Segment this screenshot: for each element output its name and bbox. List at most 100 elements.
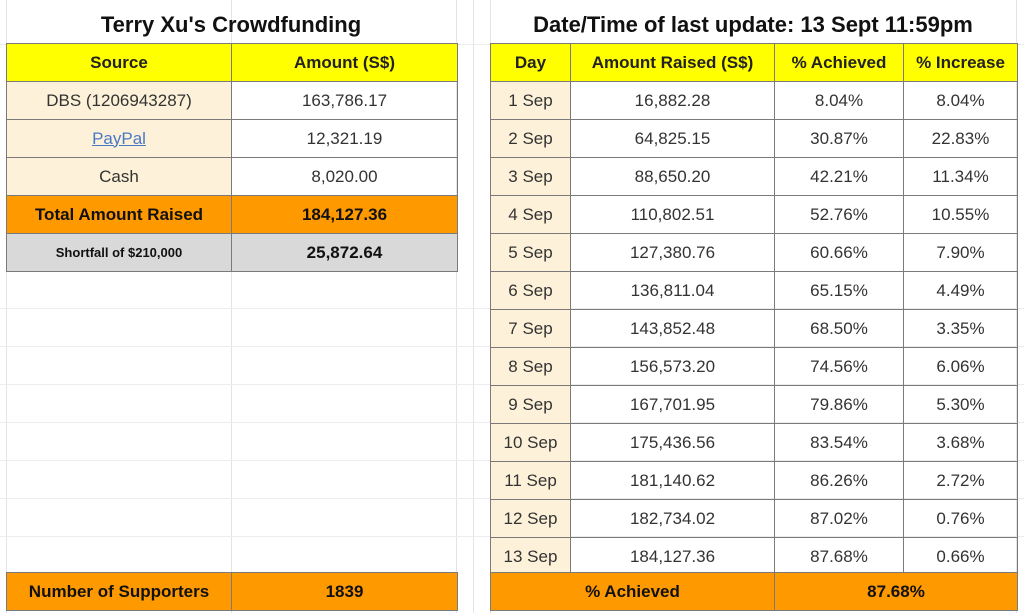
increase-cell[interactable]: 6.06% [903, 347, 1018, 386]
achieved-footer-label[interactable]: % Achieved [490, 572, 775, 611]
right-title: Date/Time of last update: 13 Sept 11:59p… [533, 12, 973, 37]
daily-row: 11 Sep 181,140.62 86.26% 2.72% [490, 461, 1018, 500]
source-cell-dbs[interactable]: DBS (1206943287) [6, 81, 232, 120]
increase-cell[interactable]: 8.04% [903, 81, 1018, 120]
amount-raised-cell[interactable]: 136,811.04 [570, 271, 775, 310]
day-cell[interactable]: 2 Sep [490, 119, 571, 158]
amount-raised-cell[interactable]: 143,852.48 [570, 309, 775, 348]
amount-cell-cash[interactable]: 8,020.00 [231, 157, 458, 196]
daily-row: 6 Sep 136,811.04 65.15% 4.49% [490, 271, 1018, 310]
amount-raised-cell[interactable]: 167,701.95 [570, 385, 775, 424]
daily-row: 7 Sep 143,852.48 68.50% 3.35% [490, 309, 1018, 348]
shortfall-label[interactable]: Shortfall of $210,000 [6, 233, 232, 272]
daily-header-row: Day Amount Raised (S$) % Achieved % Incr… [490, 43, 1018, 82]
daily-row: 10 Sep 175,436.56 83.54% 3.68% [490, 423, 1018, 462]
achieved-cell[interactable]: 68.50% [774, 309, 904, 348]
amount-raised-cell[interactable]: 16,882.28 [570, 81, 775, 120]
amount-cell-dbs[interactable]: 163,786.17 [231, 81, 458, 120]
increase-cell[interactable]: 0.76% [903, 499, 1018, 538]
supporters-table: Number of Supporters 1839 [6, 572, 458, 611]
day-cell[interactable]: 6 Sep [490, 271, 571, 310]
day-cell[interactable]: 10 Sep [490, 423, 571, 462]
achieved-footer-table: % Achieved 87.68% [490, 572, 1018, 611]
increase-header[interactable]: % Increase [903, 43, 1018, 82]
increase-cell[interactable]: 3.35% [903, 309, 1018, 348]
achieved-footer-value[interactable]: 87.68% [774, 572, 1018, 611]
increase-cell[interactable]: 22.83% [903, 119, 1018, 158]
daily-row: 3 Sep 88,650.20 42.21% 11.34% [490, 157, 1018, 196]
achieved-cell[interactable]: 87.02% [774, 499, 904, 538]
day-cell[interactable]: 9 Sep [490, 385, 571, 424]
daily-row: 5 Sep 127,380.76 60.66% 7.90% [490, 233, 1018, 272]
daily-row: 1 Sep 16,882.28 8.04% 8.04% [490, 81, 1018, 120]
achieved-cell[interactable]: 79.86% [774, 385, 904, 424]
achieved-header[interactable]: % Achieved [774, 43, 904, 82]
achieved-cell[interactable]: 30.87% [774, 119, 904, 158]
source-row: PayPal 12,321.19 [6, 119, 458, 158]
day-header[interactable]: Day [490, 43, 571, 82]
daily-row: 13 Sep 184,127.36 87.68% 0.66% [490, 537, 1018, 576]
daily-row: 2 Sep 64,825.15 30.87% 22.83% [490, 119, 1018, 158]
achieved-cell[interactable]: 87.68% [774, 537, 904, 576]
total-row: Total Amount Raised 184,127.36 [6, 195, 458, 234]
daily-row: 12 Sep 182,734.02 87.02% 0.76% [490, 499, 1018, 538]
day-cell[interactable]: 12 Sep [490, 499, 571, 538]
source-row: Cash 8,020.00 [6, 157, 458, 196]
amount-raised-cell[interactable]: 110,802.51 [570, 195, 775, 234]
daily-row: 9 Sep 167,701.95 79.86% 5.30% [490, 385, 1018, 424]
achieved-cell[interactable]: 52.76% [774, 195, 904, 234]
amount-raised-cell[interactable]: 175,436.56 [570, 423, 775, 462]
source-cell-paypal[interactable]: PayPal [6, 119, 232, 158]
increase-cell[interactable]: 11.34% [903, 157, 1018, 196]
day-cell[interactable]: 5 Sep [490, 233, 571, 272]
increase-cell[interactable]: 2.72% [903, 461, 1018, 500]
supporters-row: Number of Supporters 1839 [6, 572, 458, 611]
achieved-cell[interactable]: 65.15% [774, 271, 904, 310]
daily-rows: 1 Sep 16,882.28 8.04% 8.04% 2 Sep 64,825.15 30… [490, 81, 1018, 576]
total-amount[interactable]: 184,127.36 [231, 195, 458, 234]
amount-raised-cell[interactable]: 127,380.76 [570, 233, 775, 272]
day-cell[interactable]: 1 Sep [490, 81, 571, 120]
supporters-value[interactable]: 1839 [231, 572, 458, 611]
day-cell[interactable]: 7 Sep [490, 309, 571, 348]
achieved-cell[interactable]: 74.56% [774, 347, 904, 386]
achieved-cell[interactable]: 8.04% [774, 81, 904, 120]
increase-cell[interactable]: 7.90% [903, 233, 1018, 272]
supporters-label[interactable]: Number of Supporters [6, 572, 232, 611]
total-label[interactable]: Total Amount Raised [6, 195, 232, 234]
achieved-cell[interactable]: 86.26% [774, 461, 904, 500]
shortfall-amount[interactable]: 25,872.64 [231, 233, 458, 272]
amount-raised-cell[interactable]: 181,140.62 [570, 461, 775, 500]
day-cell[interactable]: 3 Sep [490, 157, 571, 196]
achieved-cell[interactable]: 42.21% [774, 157, 904, 196]
shortfall-row: Shortfall of $210,000 25,872.64 [6, 233, 458, 272]
day-cell[interactable]: 4 Sep [490, 195, 571, 234]
increase-cell[interactable]: 3.68% [903, 423, 1018, 462]
amount-raised-cell[interactable]: 156,573.20 [570, 347, 775, 386]
amount-raised-header[interactable]: Amount Raised (S$) [570, 43, 775, 82]
increase-cell[interactable]: 4.49% [903, 271, 1018, 310]
daily-row: 8 Sep 156,573.20 74.56% 6.06% [490, 347, 1018, 386]
amount-header[interactable]: Amount (S$) [231, 43, 458, 82]
paypal-link[interactable]: PayPal [92, 128, 146, 148]
left-title: Terry Xu's Crowdfunding [100, 12, 362, 37]
increase-cell[interactable]: 5.30% [903, 385, 1018, 424]
increase-cell[interactable]: 0.66% [903, 537, 1018, 576]
amount-raised-cell[interactable]: 64,825.15 [570, 119, 775, 158]
amount-raised-cell[interactable]: 184,127.36 [570, 537, 775, 576]
amount-raised-cell[interactable]: 88,650.20 [570, 157, 775, 196]
day-cell[interactable]: 11 Sep [490, 461, 571, 500]
amount-cell-paypal[interactable]: 12,321.19 [231, 119, 458, 158]
day-cell[interactable]: 13 Sep [490, 537, 571, 576]
funding-source-table: Source Amount (S$) DBS (1206943287) 163,… [6, 43, 458, 272]
day-cell[interactable]: 8 Sep [490, 347, 571, 386]
daily-progress-table: Day Amount Raised (S$) % Achieved % Incr… [490, 43, 1018, 576]
source-row: DBS (1206943287) 163,786.17 [6, 81, 458, 120]
source-header[interactable]: Source [6, 43, 232, 82]
achieved-footer-row: % Achieved 87.68% [490, 572, 1018, 611]
achieved-cell[interactable]: 60.66% [774, 233, 904, 272]
increase-cell[interactable]: 10.55% [903, 195, 1018, 234]
achieved-cell[interactable]: 83.54% [774, 423, 904, 462]
source-cell-cash[interactable]: Cash [6, 157, 232, 196]
amount-raised-cell[interactable]: 182,734.02 [570, 499, 775, 538]
